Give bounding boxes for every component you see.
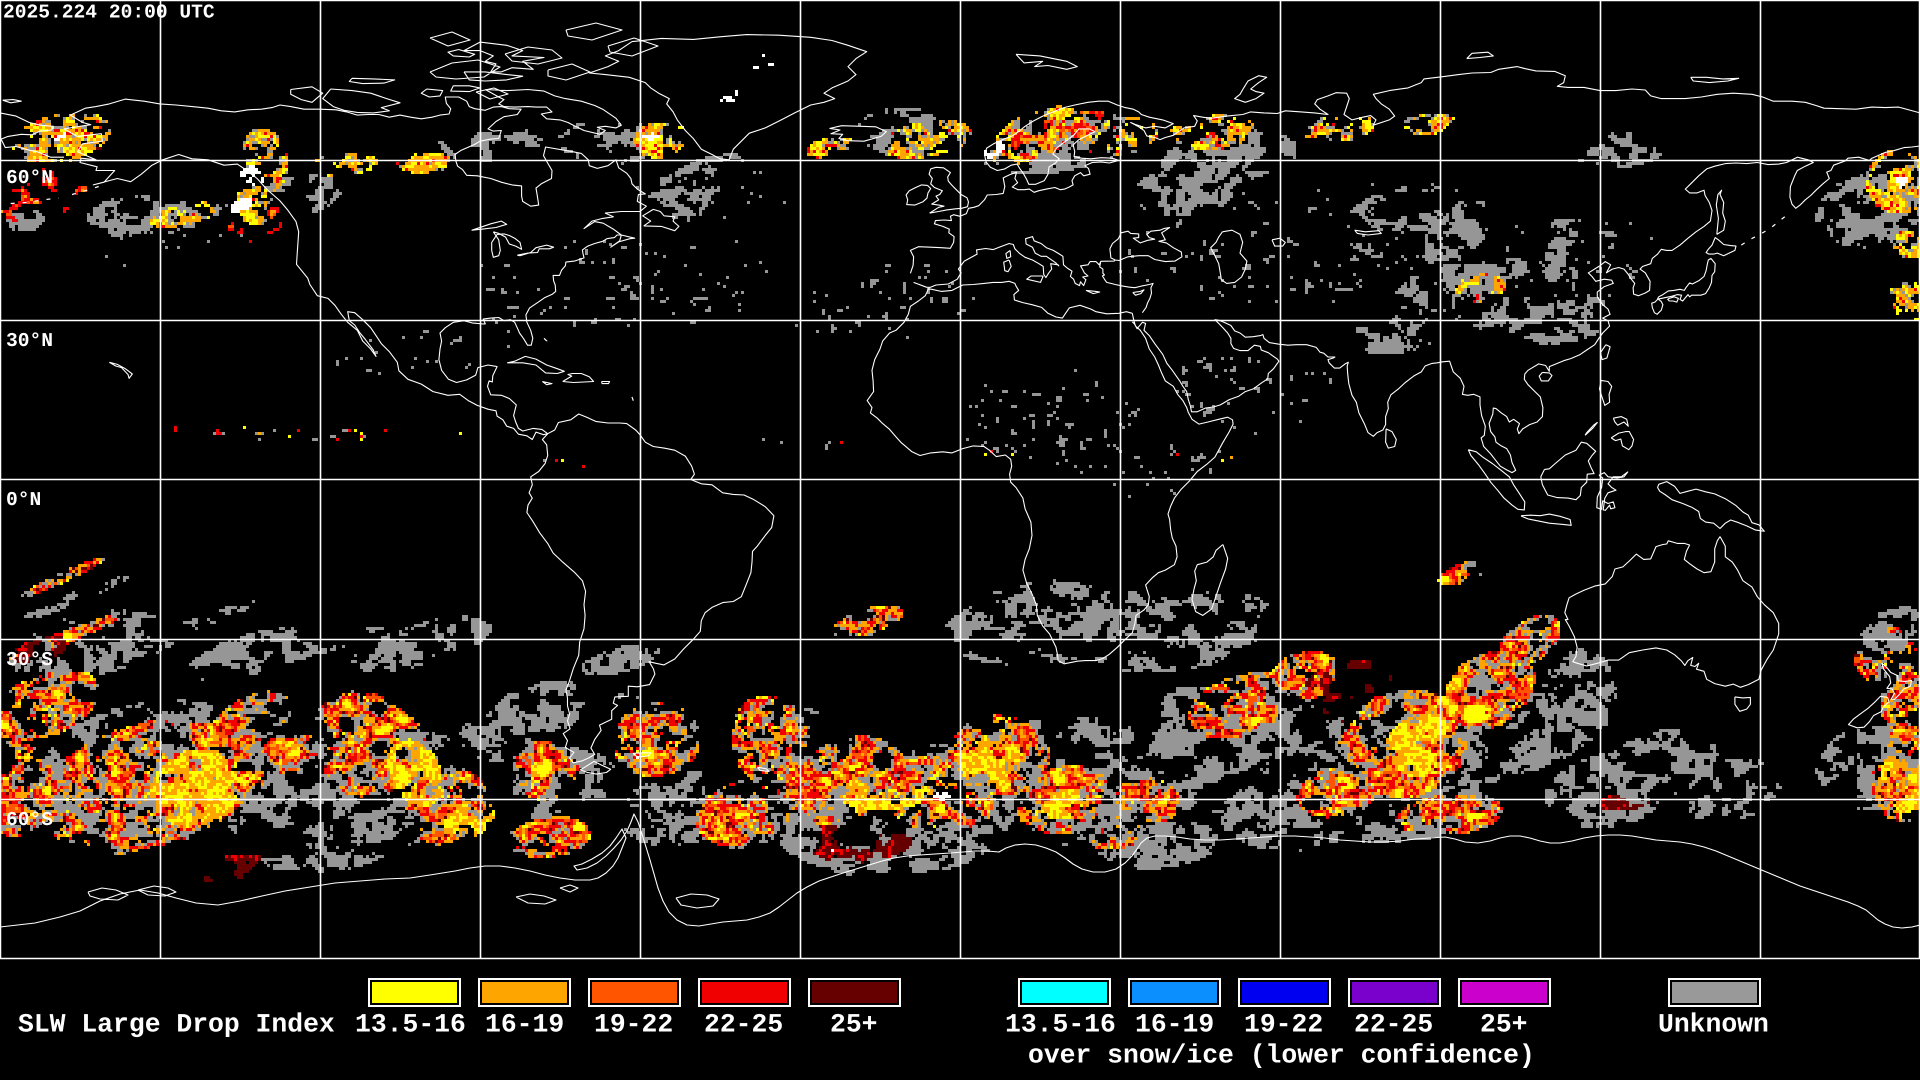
svg-text:16-19: 16-19 <box>1135 1010 1214 1040</box>
svg-text:0°N: 0°N <box>6 489 41 511</box>
svg-text:2025.224 20:00 UTC: 2025.224 20:00 UTC <box>3 2 215 24</box>
svg-text:60°N: 60°N <box>6 167 53 189</box>
svg-text:16-19: 16-19 <box>485 1010 564 1040</box>
svg-text:19-22: 19-22 <box>594 1010 673 1040</box>
svg-text:over snow/ice (lower confidenc: over snow/ice (lower confidence) <box>1028 1041 1535 1071</box>
svg-text:13.5-16: 13.5-16 <box>1005 1010 1116 1040</box>
svg-text:25+: 25+ <box>830 1010 878 1040</box>
svg-text:SLW Large Drop Index: SLW Large Drop Index <box>18 1010 335 1040</box>
svg-text:22-25: 22-25 <box>704 1010 783 1040</box>
svg-text:19-22: 19-22 <box>1244 1010 1323 1040</box>
svg-text:13.5-16: 13.5-16 <box>355 1010 466 1040</box>
svg-text:60°S: 60°S <box>6 809 53 831</box>
svg-text:30°N: 30°N <box>6 330 53 352</box>
svg-text:22-25: 22-25 <box>1354 1010 1433 1040</box>
svg-text:Unknown: Unknown <box>1658 1010 1769 1040</box>
svg-text:25+: 25+ <box>1480 1010 1528 1040</box>
svg-text:30°S: 30°S <box>6 649 53 671</box>
